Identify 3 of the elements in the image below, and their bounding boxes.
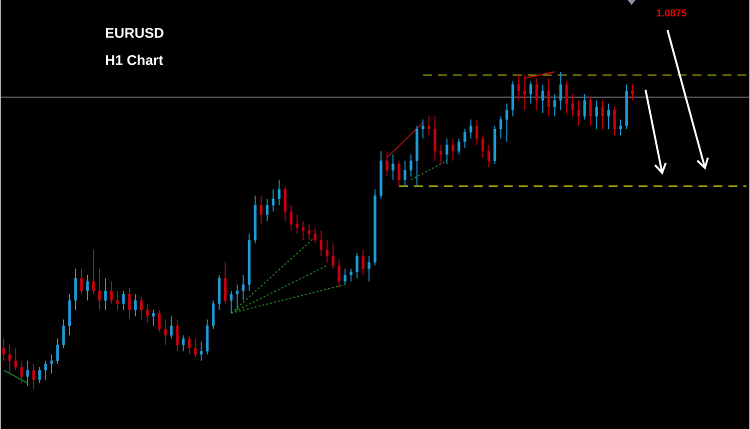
chart-subtitle: H1 Chart xyxy=(106,54,164,65)
chart-title: EURUSD xyxy=(106,28,164,38)
text: 1.0875 xyxy=(656,9,686,16)
